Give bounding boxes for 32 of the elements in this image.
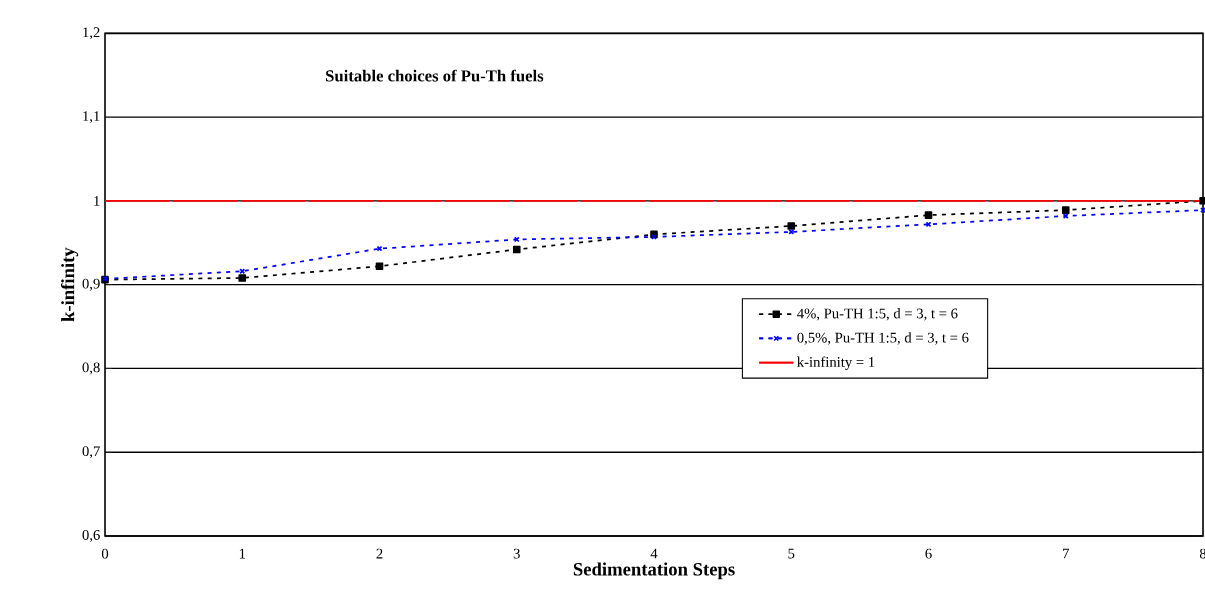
y-tick-label: 0,7 — [82, 446, 100, 459]
y-axis-title: k-infinity — [60, 247, 79, 322]
y-tick-label: 1,2 — [83, 27, 100, 40]
x-tick-label: 5 — [788, 548, 795, 559]
legend-label: 4%, Pu-TH 1:5, d = 3, t = 6 — [797, 308, 958, 321]
point — [787, 222, 796, 230]
y-tick-label: 0,6 — [82, 530, 100, 543]
y-tick-label: 0,9 — [82, 278, 100, 291]
x-axis-title: Sedimentation Steps — [573, 562, 735, 580]
x-tick-label: 7 — [1063, 548, 1069, 559]
y-tick-label: 0,8 — [82, 362, 100, 375]
x-tick-label: 0 — [101, 548, 109, 559]
point — [924, 211, 933, 219]
point — [925, 221, 932, 228]
x-tick-label: 2 — [376, 548, 383, 559]
point — [1200, 207, 1205, 214]
legend-label: 0,5%, Pu-TH 1:5, d = 3, t = 6 — [797, 332, 969, 345]
y-tick-label: 1,1 — [83, 111, 100, 124]
point — [376, 245, 383, 252]
x-tick-label: 1 — [239, 548, 246, 559]
y-tick-label: 1 — [94, 196, 100, 206]
point — [1061, 206, 1070, 214]
point — [788, 228, 795, 235]
x-tick-label: 4 — [650, 548, 658, 559]
point — [375, 262, 384, 271]
x-tick-label: 6 — [925, 548, 932, 559]
x-tick-label: 3 — [513, 548, 520, 559]
point — [239, 268, 246, 275]
point — [512, 245, 521, 254]
legend-label: k-infinity = 1 — [797, 356, 875, 370]
text: Suitable choices of Pu-Th fuels — [326, 69, 544, 82]
point — [238, 274, 247, 282]
